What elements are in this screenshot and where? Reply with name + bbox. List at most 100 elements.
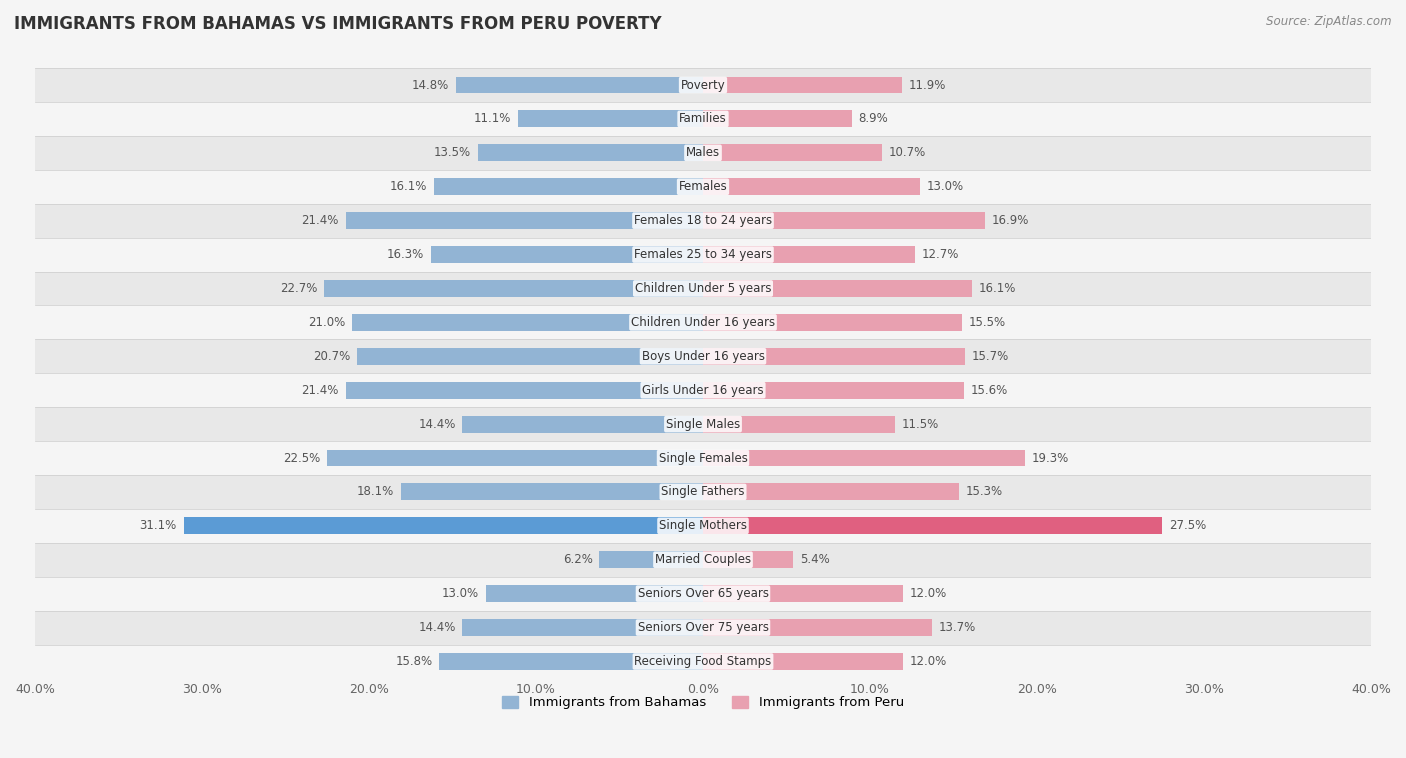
Text: Girls Under 16 years: Girls Under 16 years (643, 384, 763, 396)
Legend: Immigrants from Bahamas, Immigrants from Peru: Immigrants from Bahamas, Immigrants from… (496, 691, 910, 715)
Text: IMMIGRANTS FROM BAHAMAS VS IMMIGRANTS FROM PERU POVERTY: IMMIGRANTS FROM BAHAMAS VS IMMIGRANTS FR… (14, 15, 662, 33)
Text: Females 25 to 34 years: Females 25 to 34 years (634, 248, 772, 261)
Bar (703, 619, 932, 636)
Text: Seniors Over 75 years: Seniors Over 75 years (637, 621, 769, 634)
Bar (35, 407, 1371, 441)
Text: 8.9%: 8.9% (858, 112, 889, 125)
Text: 11.1%: 11.1% (474, 112, 510, 125)
Text: 18.1%: 18.1% (357, 485, 394, 499)
Bar (35, 475, 1371, 509)
Bar (35, 68, 1371, 102)
Bar (599, 551, 703, 568)
Bar (703, 77, 901, 93)
Text: Single Females: Single Females (658, 452, 748, 465)
Text: 12.7%: 12.7% (922, 248, 959, 261)
Bar (703, 144, 882, 161)
Bar (35, 305, 1371, 340)
Bar (703, 551, 793, 568)
Bar (463, 619, 703, 636)
Bar (703, 348, 965, 365)
Text: Children Under 16 years: Children Under 16 years (631, 316, 775, 329)
Text: Receiving Food Stamps: Receiving Food Stamps (634, 655, 772, 668)
Text: 15.3%: 15.3% (965, 485, 1002, 499)
Bar (35, 577, 1371, 611)
Bar (703, 653, 904, 670)
Bar (703, 585, 904, 602)
Text: 10.7%: 10.7% (889, 146, 925, 159)
Bar (703, 111, 852, 127)
Text: 12.0%: 12.0% (910, 655, 948, 668)
Text: Single Males: Single Males (666, 418, 740, 431)
Bar (456, 77, 703, 93)
Bar (478, 144, 703, 161)
Bar (434, 178, 703, 196)
Text: Females: Females (679, 180, 727, 193)
Text: 20.7%: 20.7% (314, 349, 350, 363)
Text: 21.0%: 21.0% (308, 316, 346, 329)
Text: 5.4%: 5.4% (800, 553, 830, 566)
Bar (430, 246, 703, 263)
Bar (517, 111, 703, 127)
Text: 11.9%: 11.9% (908, 79, 946, 92)
Bar (703, 212, 986, 229)
Text: 6.2%: 6.2% (562, 553, 593, 566)
Text: Females 18 to 24 years: Females 18 to 24 years (634, 215, 772, 227)
Bar (323, 280, 703, 297)
Text: 31.1%: 31.1% (139, 519, 177, 532)
Bar (703, 280, 972, 297)
Text: 21.4%: 21.4% (301, 384, 339, 396)
Text: 21.4%: 21.4% (301, 215, 339, 227)
Bar (184, 518, 703, 534)
Text: 15.6%: 15.6% (970, 384, 1008, 396)
Text: Seniors Over 65 years: Seniors Over 65 years (637, 587, 769, 600)
Bar (703, 415, 896, 433)
Bar (463, 415, 703, 433)
Text: Single Mothers: Single Mothers (659, 519, 747, 532)
Text: 16.1%: 16.1% (979, 282, 1017, 295)
Bar (703, 484, 959, 500)
Text: Source: ZipAtlas.com: Source: ZipAtlas.com (1267, 15, 1392, 28)
Text: Males: Males (686, 146, 720, 159)
Text: 15.7%: 15.7% (972, 349, 1010, 363)
Bar (703, 314, 962, 330)
Bar (346, 382, 703, 399)
Bar (346, 212, 703, 229)
Bar (35, 271, 1371, 305)
Text: 15.8%: 15.8% (395, 655, 433, 668)
Bar (35, 543, 1371, 577)
Bar (703, 246, 915, 263)
Text: 14.4%: 14.4% (419, 418, 456, 431)
Text: 16.3%: 16.3% (387, 248, 425, 261)
Text: 13.5%: 13.5% (433, 146, 471, 159)
Text: 14.8%: 14.8% (412, 79, 449, 92)
Bar (703, 382, 963, 399)
Text: 16.1%: 16.1% (389, 180, 427, 193)
Bar (35, 373, 1371, 407)
Bar (35, 441, 1371, 475)
Text: 22.7%: 22.7% (280, 282, 318, 295)
Bar (703, 178, 920, 196)
Bar (35, 611, 1371, 644)
Text: 19.3%: 19.3% (1032, 452, 1070, 465)
Text: Boys Under 16 years: Boys Under 16 years (641, 349, 765, 363)
Bar (35, 204, 1371, 237)
Text: 13.0%: 13.0% (927, 180, 965, 193)
Bar (353, 314, 703, 330)
Bar (703, 449, 1025, 466)
Text: 14.4%: 14.4% (419, 621, 456, 634)
Text: Single Fathers: Single Fathers (661, 485, 745, 499)
Text: 15.5%: 15.5% (969, 316, 1005, 329)
Bar (35, 340, 1371, 373)
Bar (439, 653, 703, 670)
Text: Children Under 5 years: Children Under 5 years (634, 282, 772, 295)
Bar (401, 484, 703, 500)
Text: Married Couples: Married Couples (655, 553, 751, 566)
Bar (35, 136, 1371, 170)
Bar (35, 237, 1371, 271)
Text: 16.9%: 16.9% (993, 215, 1029, 227)
Text: 12.0%: 12.0% (910, 587, 948, 600)
Text: 13.7%: 13.7% (938, 621, 976, 634)
Text: 11.5%: 11.5% (901, 418, 939, 431)
Bar (35, 644, 1371, 678)
Text: Families: Families (679, 112, 727, 125)
